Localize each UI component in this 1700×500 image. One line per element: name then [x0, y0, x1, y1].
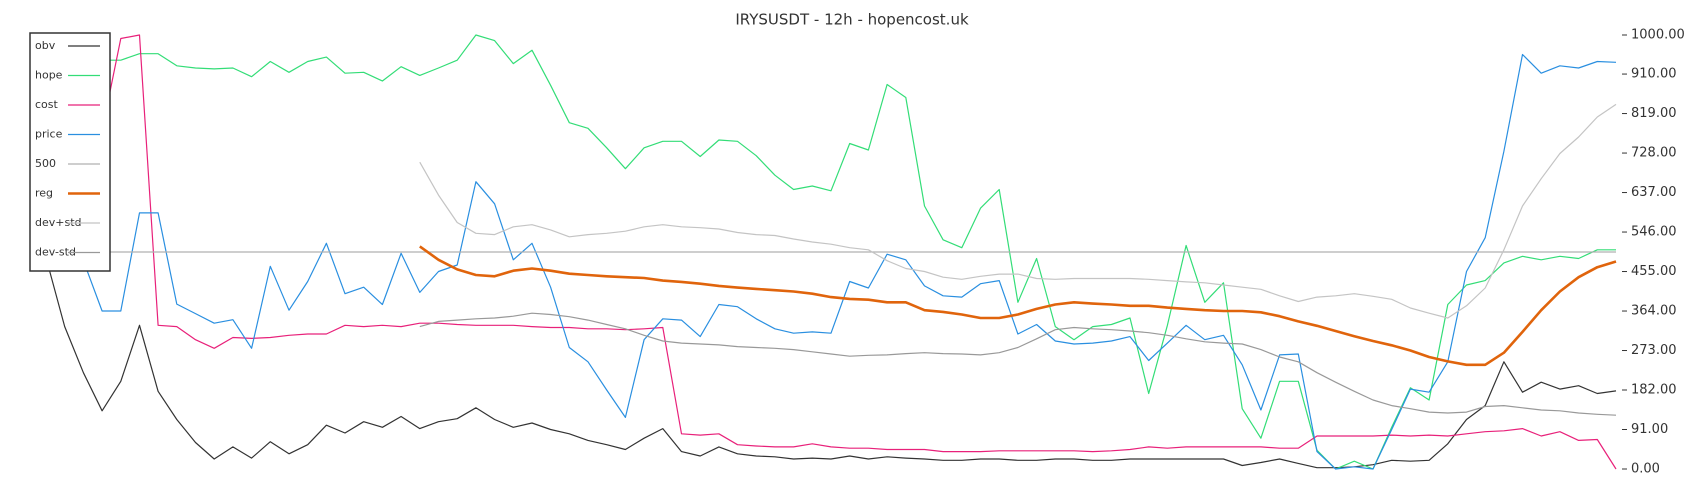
legend: obv hope cost price 500 reg dev+std dev-std [29, 32, 111, 272]
y-tick-label: 455.00 [1631, 264, 1677, 279]
legend-box [29, 32, 111, 272]
y-tick-label: 637.00 [1631, 185, 1677, 200]
legend-label: dev+std [35, 216, 82, 229]
legend-label: obv [35, 39, 56, 52]
series-line [419, 103, 1617, 319]
series-line [419, 245, 1617, 367]
y-tick-label: 91.00 [1631, 422, 1668, 437]
y-tick-label: 819.00 [1631, 106, 1677, 121]
series-line [46, 34, 1616, 470]
legend-label: hope [35, 69, 63, 82]
y-tick-label: 273.00 [1631, 343, 1677, 358]
legend-label: reg [35, 187, 53, 200]
series-line [45, 53, 1617, 470]
legend-label: dev-std [35, 246, 76, 259]
legend-label: price [35, 128, 63, 141]
plot-area: 0.00 91.00 182.00 273.00 364.00 455.00 546.00 6… [45, 28, 1685, 477]
y-tick-label: 364.00 [1631, 304, 1677, 319]
series-line [45, 34, 1617, 470]
y-tick-label: 1000.00 [1631, 28, 1685, 43]
legend-label: 500 [35, 157, 56, 170]
y-tick-label: 0.00 [1631, 462, 1660, 477]
series-line [419, 312, 1617, 416]
legend-label: cost [35, 98, 59, 111]
y-tick-label: 182.00 [1631, 383, 1677, 398]
y-tick-label: 910.00 [1631, 67, 1677, 82]
y-tick-label: 546.00 [1631, 225, 1677, 240]
chart-title: IRYSUSDT - 12h - hopencost.uk [735, 11, 969, 29]
y-tick-label: 728.00 [1631, 146, 1677, 161]
